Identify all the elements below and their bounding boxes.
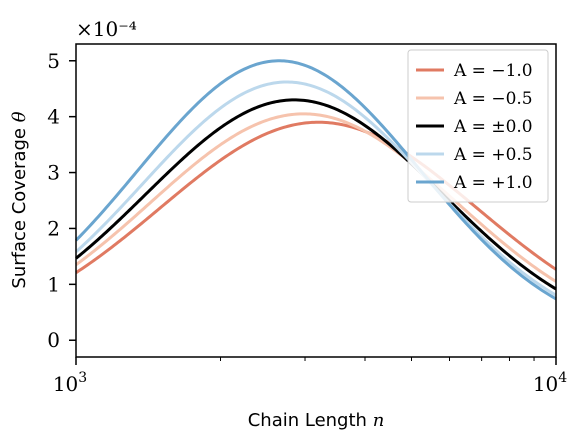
y-tick-label-3: 3 (47, 161, 60, 185)
series-line-2 (75, 98, 557, 291)
y-tick-label-0: 0 (47, 328, 60, 352)
y-axis-label-var: θ (9, 111, 30, 122)
x-axis-label-text: Chain Length (248, 410, 367, 431)
series-line-4 (74, 59, 557, 301)
legend-label-2: A = ±0.0 (453, 117, 533, 137)
series-line-0 (75, 120, 557, 274)
plot-frame (75, 43, 557, 358)
x-tick-label-0: 103 (53, 370, 87, 396)
legend-label-0: A = −1.0 (453, 61, 533, 81)
legend-label-3: A = +0.5 (453, 145, 533, 165)
y-axis-label-text: Surface Coverage (9, 128, 30, 289)
axis-ticks: 0 1 2 3 4 5 103 104 (47, 49, 567, 396)
series-line-1 (75, 112, 557, 283)
legend-box (407, 49, 549, 203)
y-axis-label: Surface Coverage θ (9, 111, 30, 288)
curves-group (74, 59, 557, 301)
y-multiplier: ×10⁻⁴ (76, 17, 137, 41)
y-tick-label-5: 5 (47, 49, 60, 73)
x-axis-label-var: n (373, 410, 385, 431)
x-axis-label: Chain Length n (248, 410, 385, 431)
legend: A = −1.0 A = −0.5 A = ±0.0 A = +0.5 A = +1.0 (407, 49, 549, 203)
y-tick-label-1: 1 (47, 272, 60, 296)
legend-label-1: A = −0.5 (453, 89, 533, 109)
y-tick-label-4: 4 (47, 105, 60, 129)
x-tick-label-1: 104 (533, 370, 567, 396)
legend-label-4: A = +1.0 (453, 173, 533, 193)
series-line-3 (74, 80, 557, 297)
y-tick-label-2: 2 (47, 216, 60, 240)
